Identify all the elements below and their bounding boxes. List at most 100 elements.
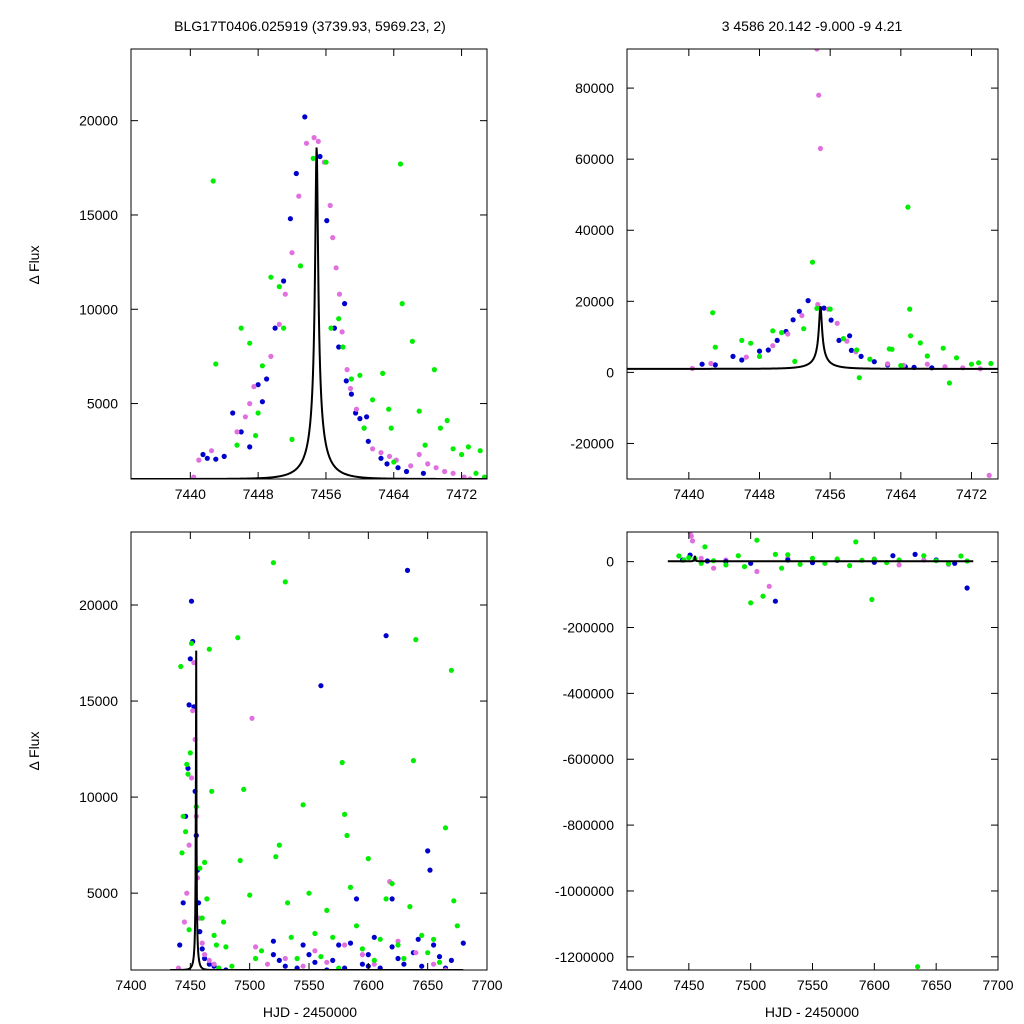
data-point-green: [792, 358, 798, 364]
data-point-green: [867, 356, 873, 362]
data-point-magenta: [191, 474, 197, 479]
data-point-magenta: [924, 361, 930, 367]
y-tick-label-bottom-right: -200000: [563, 620, 615, 636]
data-point-green: [386, 406, 392, 412]
data-point-magenta: [370, 446, 376, 452]
data-point-magenta: [206, 957, 212, 964]
data-point-magenta: [442, 468, 448, 475]
data-point-blue: [871, 359, 877, 365]
data-point-green: [276, 842, 282, 848]
data-point-blue: [359, 961, 365, 967]
data-point-magenta: [344, 367, 350, 373]
data-point-green: [481, 474, 487, 479]
data-point-green: [473, 470, 479, 476]
data-point-green: [797, 561, 803, 567]
x-tick-label-bottom-right: 7650: [921, 977, 952, 993]
data-point-blue: [238, 429, 244, 435]
data-point-blue: [281, 278, 287, 284]
data-point-magenta: [754, 568, 760, 575]
data-point-green: [268, 274, 274, 280]
data-point-green: [754, 537, 760, 543]
data-point-green: [371, 957, 377, 964]
data-point-blue: [790, 317, 796, 323]
data-point-blue: [342, 301, 348, 307]
data-point-green: [450, 446, 456, 452]
data-point-magenta: [353, 406, 360, 412]
x-tick-label-bottom-right: 7700: [982, 977, 1013, 993]
data-point-green: [958, 553, 964, 559]
data-point-magenta: [327, 202, 333, 209]
data-point-magenta: [698, 555, 704, 561]
data-point-magenta: [785, 331, 791, 337]
data-point-green: [202, 859, 208, 866]
data-point-green: [399, 301, 405, 307]
data-point-blue: [765, 347, 771, 353]
data-point-magenta: [296, 193, 302, 199]
data-point-magenta: [234, 429, 240, 435]
data-point-blue: [199, 946, 205, 952]
data-point-blue: [221, 453, 227, 459]
points-bottom-left: [175, 560, 466, 970]
data-point-green: [380, 370, 386, 376]
data-point-blue: [377, 965, 383, 970]
data-point-magenta: [359, 952, 365, 958]
data-point-green: [410, 758, 416, 764]
data-point-blue: [364, 414, 370, 420]
y-tick-label-bottom-left: 5000: [87, 885, 118, 901]
data-point-green: [968, 361, 975, 367]
data-point-blue: [836, 337, 842, 343]
panel-bottom-left: 7400 7450 7500 7550 7600 7650 7700 5000 10000 150…: [79, 531, 503, 993]
data-point-green: [401, 955, 407, 962]
data-point-blue: [371, 934, 377, 940]
data-point-magenta: [247, 401, 253, 407]
data-point-green: [377, 936, 383, 942]
data-point-magenta: [896, 562, 902, 568]
data-point-green: [856, 375, 862, 381]
data-point-green: [199, 915, 205, 921]
y-tick-label-top-right: 20000: [575, 293, 614, 309]
data-point-blue: [177, 942, 183, 948]
xlabel-bottom-right: HJD - 2450000: [765, 1004, 859, 1020]
data-point-green: [179, 850, 185, 856]
data-point-blue: [230, 410, 236, 416]
data-point-magenta: [311, 135, 317, 141]
data-point-green: [318, 954, 324, 960]
data-point-blue: [347, 940, 354, 946]
data-point-blue: [774, 337, 780, 343]
data-point-blue: [357, 416, 363, 422]
data-point-magenta: [175, 965, 182, 970]
data-point-green: [289, 436, 295, 442]
data-point-green: [312, 930, 318, 937]
data-point-magenta: [408, 463, 414, 469]
data-point-green: [216, 965, 222, 970]
data-point-green: [273, 854, 279, 860]
data-point-magenta: [330, 235, 336, 241]
panel-top-left: 7440 7448 7456 7464 7472 5000 10000 15000 20000: [79, 48, 488, 502]
x-tick-label-bottom-right: 7500: [735, 977, 766, 993]
data-point-blue: [912, 551, 918, 558]
data-point-blue: [318, 683, 324, 689]
data-point-green: [221, 919, 227, 925]
data-point-green: [422, 442, 428, 448]
data-point-blue: [213, 456, 219, 462]
data-point-green: [416, 408, 422, 414]
data-point-blue: [300, 942, 306, 948]
y-tick-label-bottom-right: -1200000: [555, 949, 614, 965]
model-curve-bottom-right: [667, 555, 974, 563]
data-point-green: [253, 955, 259, 962]
data-point-green: [741, 564, 748, 570]
points-bottom-right: [676, 532, 970, 970]
data-point-green: [310, 155, 316, 161]
data-point-magenta: [986, 472, 992, 478]
data-point-magenta: [386, 453, 393, 459]
data-point-blue: [294, 965, 300, 970]
data-point-blue: [389, 944, 395, 950]
y-tick-label-top-right: -20000: [570, 435, 614, 451]
data-point-green: [282, 579, 288, 585]
data-point-blue: [395, 955, 401, 962]
data-point-magenta: [190, 708, 196, 714]
plot-frame-top-left: [130, 48, 488, 480]
data-point-blue: [848, 347, 855, 353]
model-curve-top-left: [131, 147, 487, 479]
x-tick-label-bottom-left: 7450: [175, 977, 206, 993]
